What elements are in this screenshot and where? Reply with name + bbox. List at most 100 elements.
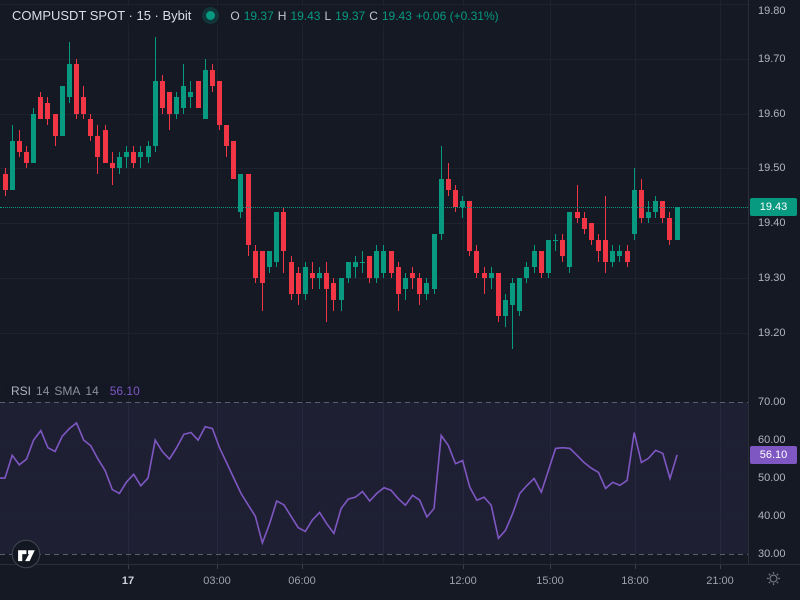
candle-body: [88, 119, 94, 136]
candle-body: [302, 267, 308, 295]
candle-body: [174, 97, 180, 114]
candle-body: [102, 130, 108, 163]
candle-body: [374, 250, 380, 278]
candle-body: [309, 272, 315, 278]
symbol-legend: COMPUSDT SPOT · 15 · Bybit O 19.37 H 19.…: [6, 6, 505, 25]
candle-body: [166, 91, 172, 114]
rsi-tick-label: 60.00: [758, 434, 786, 447]
candle-body: [646, 212, 651, 218]
candle-wick: [490, 267, 492, 289]
candle-body: [181, 86, 187, 109]
candle-body: [81, 97, 87, 114]
candle-body: [417, 278, 423, 295]
candle-body: [560, 239, 566, 257]
candle-body: [495, 272, 501, 317]
tradingview-logo[interactable]: [11, 539, 41, 569]
candle-body: [460, 201, 466, 207]
rsi-sma-period: 14: [85, 384, 99, 398]
open-value: 19.37: [243, 8, 274, 23]
time-tick-label: 21:00: [706, 575, 734, 587]
rsi-value: 56.10: [109, 384, 140, 398]
rsi-period: 14: [36, 384, 50, 398]
candle-body: [567, 212, 573, 268]
candle-body: [395, 267, 401, 295]
candle-body: [674, 206, 680, 240]
candle-body: [524, 267, 530, 278]
change-value: +0.06 (+0.31%): [415, 8, 499, 23]
rsi-legend[interactable]: RSI 14 SMA 14 56.10: [6, 383, 145, 399]
candle-body: [145, 146, 151, 158]
price-gridline: [0, 223, 748, 225]
candle-body: [324, 272, 330, 289]
candle-body: [138, 151, 144, 158]
market-status-dot[interactable]: [206, 11, 216, 20]
time-axis-tick: [550, 565, 551, 569]
last-price-tag: 19.43: [750, 197, 797, 216]
close-value: 19.43: [381, 8, 412, 23]
candle-body: [288, 261, 294, 295]
candle-wick: [326, 261, 328, 322]
timezone-settings-button[interactable]: [764, 569, 782, 587]
candle-body: [2, 173, 8, 191]
candle-body: [574, 212, 580, 218]
time-tick-label: 03:00: [203, 575, 231, 587]
candle-body: [274, 212, 280, 262]
candle-body: [503, 299, 508, 317]
candle-body: [9, 141, 15, 191]
time-axis-tick: [463, 565, 464, 569]
candle-body: [367, 256, 373, 278]
candle-body: [116, 157, 122, 169]
gear-icon: [766, 571, 780, 585]
candle-body: [360, 261, 365, 264]
rsi-tick-label: 50.00: [758, 472, 786, 485]
candle-body: [281, 212, 287, 251]
rsi-value-tag: 56.10: [750, 445, 797, 464]
time-tick-label: 15:00: [536, 575, 564, 587]
candle-body: [381, 250, 387, 273]
rsi-gridline: [0, 440, 748, 442]
candle-body: [345, 261, 351, 278]
candle-body: [31, 113, 37, 163]
candle-body: [131, 151, 137, 163]
candle-body: [231, 141, 237, 180]
low-value: 19.37: [335, 8, 366, 23]
candle-body: [431, 234, 437, 289]
time-axis-tick: [217, 565, 218, 569]
rsi-level-dashed-line: [0, 554, 748, 556]
candle-wick: [483, 267, 485, 295]
candle-body: [638, 190, 644, 218]
candle-wick: [605, 195, 607, 273]
candle-body: [317, 272, 323, 278]
candle-body: [224, 124, 230, 147]
candle-body: [617, 250, 623, 257]
price-gridline: [0, 4, 748, 5]
candle-body: [259, 250, 265, 284]
candle-body: [595, 239, 601, 251]
candle-body: [588, 223, 594, 240]
candle-body: [424, 283, 430, 295]
candle-body: [481, 272, 487, 278]
candle-wick: [576, 184, 578, 224]
candle-body: [660, 201, 666, 218]
price-axis[interactable]: 19.80 19.70 19.60 19.50 19.40 19.30 19.20 70.00…: [748, 0, 800, 564]
rsi-gridline: [0, 516, 748, 518]
candle-body: [603, 239, 609, 262]
time-axis-tick: [302, 565, 303, 569]
price-tick-label: 19.30: [758, 272, 786, 284]
candle-wick: [447, 162, 449, 196]
candle-body: [410, 272, 416, 278]
price-gridline: [0, 278, 748, 279]
symbol-title[interactable]: COMPUSDT SPOT · 15 · Bybit: [12, 8, 192, 23]
time-axis[interactable]: 17 03:00 06:00 12:00 15:00 18:00 21:00: [0, 564, 800, 600]
rsi-level-dashed-line: [0, 402, 748, 403]
candle-body: [467, 201, 473, 251]
candle-body: [553, 239, 559, 242]
candle-body: [667, 217, 673, 240]
time-gridline: [383, 0, 384, 564]
candle-wick: [648, 201, 649, 224]
candle-body: [402, 278, 408, 289]
candle-body: [488, 272, 494, 278]
high-value: 19.43: [290, 8, 321, 23]
